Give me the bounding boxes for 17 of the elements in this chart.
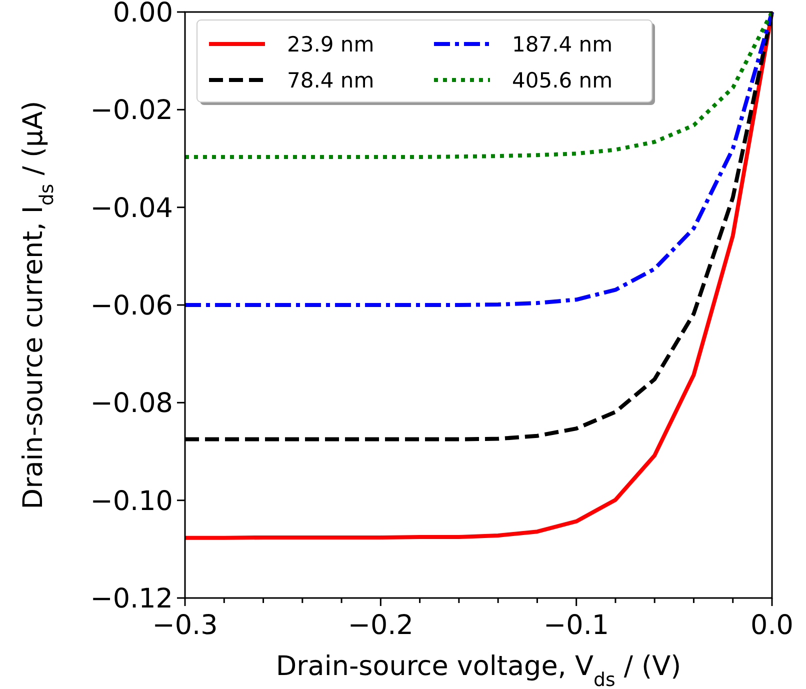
x-axis-title: Drain-source voltage, V$_{ds}$ / (V) [276, 651, 682, 689]
legend-label: 78.4 nm [287, 68, 374, 92]
y-tick-label: 0.00 [112, 0, 173, 28]
legend-label: 23.9 nm [287, 32, 374, 56]
line-series [185, 10, 774, 307]
legend-label: 187.4 nm [512, 32, 613, 56]
x-tick-label: 0.0 [750, 610, 794, 641]
x-tick-label: −0.2 [348, 610, 414, 641]
legend-label: 405.6 nm [512, 68, 613, 92]
line-series [185, 10, 774, 540]
x-tick-label: −0.1 [544, 610, 610, 641]
y-tick-label: −0.08 [90, 388, 173, 420]
y-tick-label: −0.04 [90, 192, 173, 224]
line-series [185, 10, 774, 160]
y-tick-label: −0.02 [90, 95, 173, 126]
y-tick-label: −0.10 [90, 486, 173, 517]
y-tick-label: −0.06 [90, 290, 173, 322]
